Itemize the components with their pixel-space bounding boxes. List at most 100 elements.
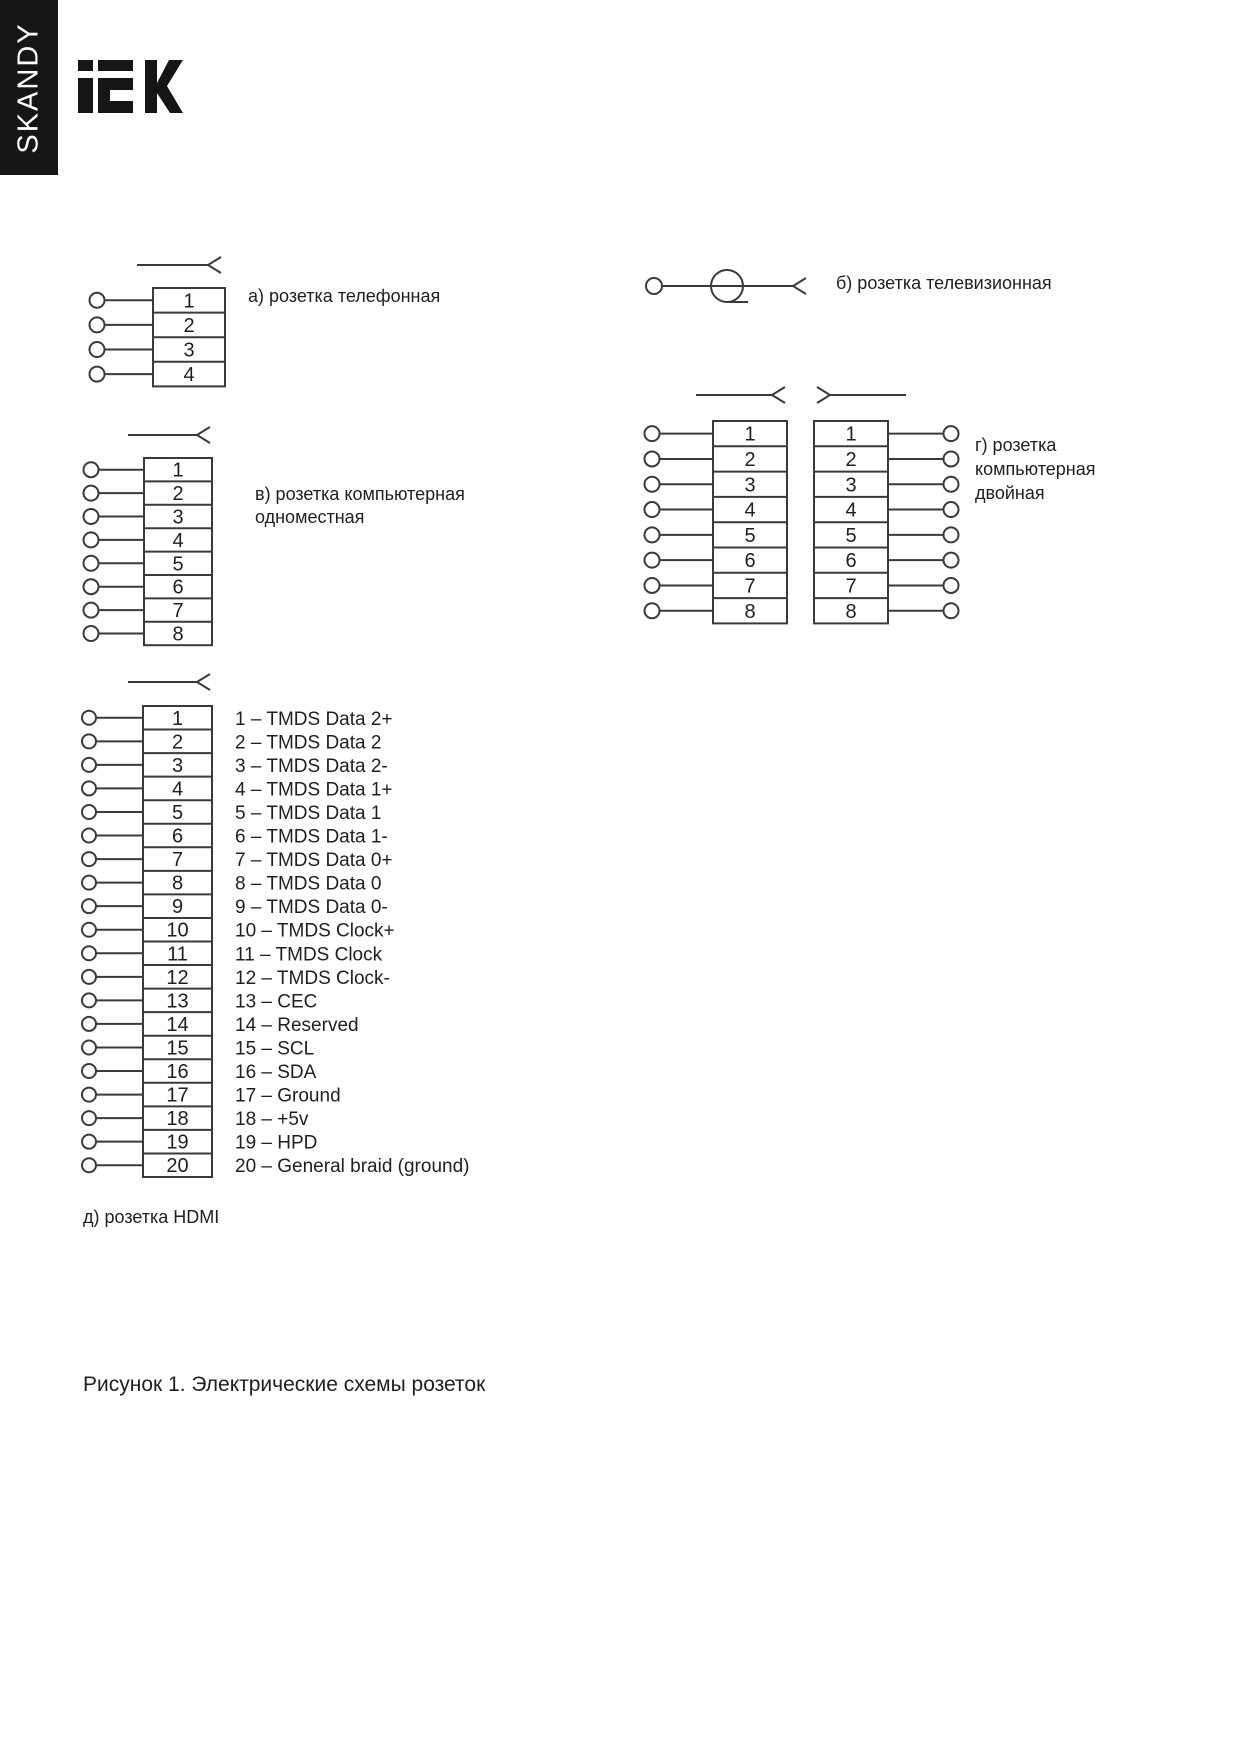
pin-number: 11: [167, 943, 188, 965]
hdmi-pin-description: 7 – TMDS Data 0+: [235, 850, 393, 871]
label-line: г) розетка: [975, 435, 1057, 455]
socket-arrow-fork: [816, 394, 831, 404]
pin-number: 2: [744, 449, 755, 471]
pin-number: 3: [172, 507, 183, 529]
iek-logo-shape: [145, 60, 157, 113]
hdmi-pin-description: 14 – Reserved: [235, 1015, 359, 1036]
socket-arrow-fork: [196, 673, 211, 683]
hdmi-pin-description: 6 – TMDS Data 1-: [235, 827, 388, 848]
hdmi-pin-description: 10 – TMDS Clock+: [235, 921, 395, 942]
pin-number: 12: [166, 967, 188, 989]
hdmi-pin-description: 2 – TMDS Data 2: [235, 732, 381, 753]
pin-terminal-circle: [643, 425, 661, 443]
pin-number: 2: [845, 449, 856, 471]
pin-number: 18: [166, 1108, 188, 1130]
hdmi-pin-description: 16 – SDA: [235, 1062, 317, 1083]
socket-arrow-fork: [196, 426, 211, 436]
pin-terminal-circle: [942, 425, 960, 443]
pin-terminal-circle: [81, 945, 97, 962]
pin-terminal-circle: [88, 291, 106, 309]
label-tv-socket: б) розетка телевизионная: [836, 273, 1052, 293]
pin-number: 1: [172, 708, 183, 730]
pin-number: 5: [172, 553, 183, 575]
hdmi-pin-description: 12 – TMDS Clock-: [235, 968, 390, 989]
pin-terminal-circle: [82, 601, 100, 619]
pin-number: 13: [166, 990, 188, 1012]
pin-terminal-circle: [643, 450, 661, 468]
pin-number: 8: [172, 624, 183, 646]
pin-number: 10: [166, 920, 188, 942]
hdmi-pin-description: 15 – SCL: [235, 1038, 314, 1059]
pin-terminal-circle: [81, 780, 97, 797]
pin-number: 2: [183, 315, 194, 337]
pin-terminal-circle: [643, 501, 661, 519]
hdmi-pin-description: 18 – +5v: [235, 1109, 309, 1130]
hdmi-pin-description: 19 – HPD: [235, 1133, 317, 1154]
pin-terminal-circle: [88, 316, 106, 334]
iek-logo-shape: [157, 60, 183, 113]
iek-logo-shape: [98, 60, 133, 71]
pin-number: 6: [172, 577, 183, 599]
pin-terminal-circle: [81, 851, 97, 868]
pin-terminal-circle: [88, 341, 106, 358]
hdmi-pin-description: 1 – TMDS Data 2+: [235, 709, 393, 730]
pin-number: 4: [183, 364, 194, 386]
pin-number: 6: [845, 550, 856, 572]
hdmi-pin-description: 3 – TMDS Data 2-: [235, 756, 388, 777]
socket-arrow-fork: [816, 386, 831, 396]
pin-number: 2: [172, 731, 183, 753]
pin-terminal-circle: [942, 501, 960, 519]
socket-arrow-fork: [196, 434, 211, 444]
pin-number: 7: [845, 575, 856, 597]
label-telephone-socket: а) розетка телефонная: [248, 286, 441, 306]
pin-terminal-circle: [81, 921, 97, 938]
iek-logo-shape: [98, 78, 133, 113]
pin-number: 6: [744, 550, 755, 572]
pin-number: 2: [172, 483, 183, 505]
label-hdmi-socket: д) розетка HDMI: [83, 1207, 220, 1227]
pin-terminal-circle: [942, 526, 960, 544]
pin-terminal-circle: [942, 576, 960, 594]
socket-arrow-fork: [207, 256, 222, 266]
pin-number: 4: [845, 500, 856, 522]
pin-terminal-circle: [81, 1110, 97, 1127]
pin-number: 5: [172, 802, 183, 824]
socket-arrow-fork: [771, 386, 786, 396]
pin-terminal-circle: [81, 1086, 97, 1103]
pin-terminal-circle: [942, 450, 960, 468]
pin-terminal-circle: [88, 365, 106, 383]
pin-number: 6: [172, 826, 183, 848]
iek-logo-shape: [78, 78, 93, 113]
pin-terminal-circle: [81, 733, 97, 750]
figure-caption: Рисунок 1. Электрические схемы розеток: [83, 1373, 486, 1396]
socket-arrow-fork: [792, 285, 807, 295]
tv-plug-circle: [645, 277, 663, 295]
label-line: двойная: [975, 483, 1045, 503]
label-line: в) розетка компьютерная: [255, 484, 465, 504]
pin-number: 3: [172, 755, 183, 777]
pin-number: 1: [845, 424, 856, 446]
pin-terminal-circle: [81, 1063, 97, 1080]
pin-terminal-circle: [643, 576, 661, 594]
pin-terminal-circle: [942, 551, 960, 569]
pin-terminal-circle: [643, 526, 661, 544]
hdmi-pin-description: 17 – Ground: [235, 1086, 341, 1107]
pin-number: 19: [166, 1132, 188, 1154]
iek-logo-shape: [78, 60, 93, 71]
pin-terminal-circle: [82, 508, 100, 525]
iek-logo: [78, 60, 183, 113]
pin-number: 1: [172, 460, 183, 482]
hdmi-pin-description: 13 – CEC: [235, 991, 317, 1012]
pin-number: 8: [845, 601, 856, 623]
pin-number: 8: [172, 873, 183, 895]
label-computer-single-socket: в) розетка компьютерная одноместная: [255, 483, 465, 529]
pin-number: 7: [172, 849, 183, 871]
pin-terminal-circle: [82, 625, 100, 642]
pin-number: 1: [744, 424, 755, 446]
pin-terminal-circle: [82, 461, 100, 479]
socket-arrow-fork: [771, 394, 786, 404]
pin-terminal-circle: [942, 602, 960, 620]
pin-number: 3: [744, 474, 755, 496]
pin-number: 3: [183, 340, 194, 362]
